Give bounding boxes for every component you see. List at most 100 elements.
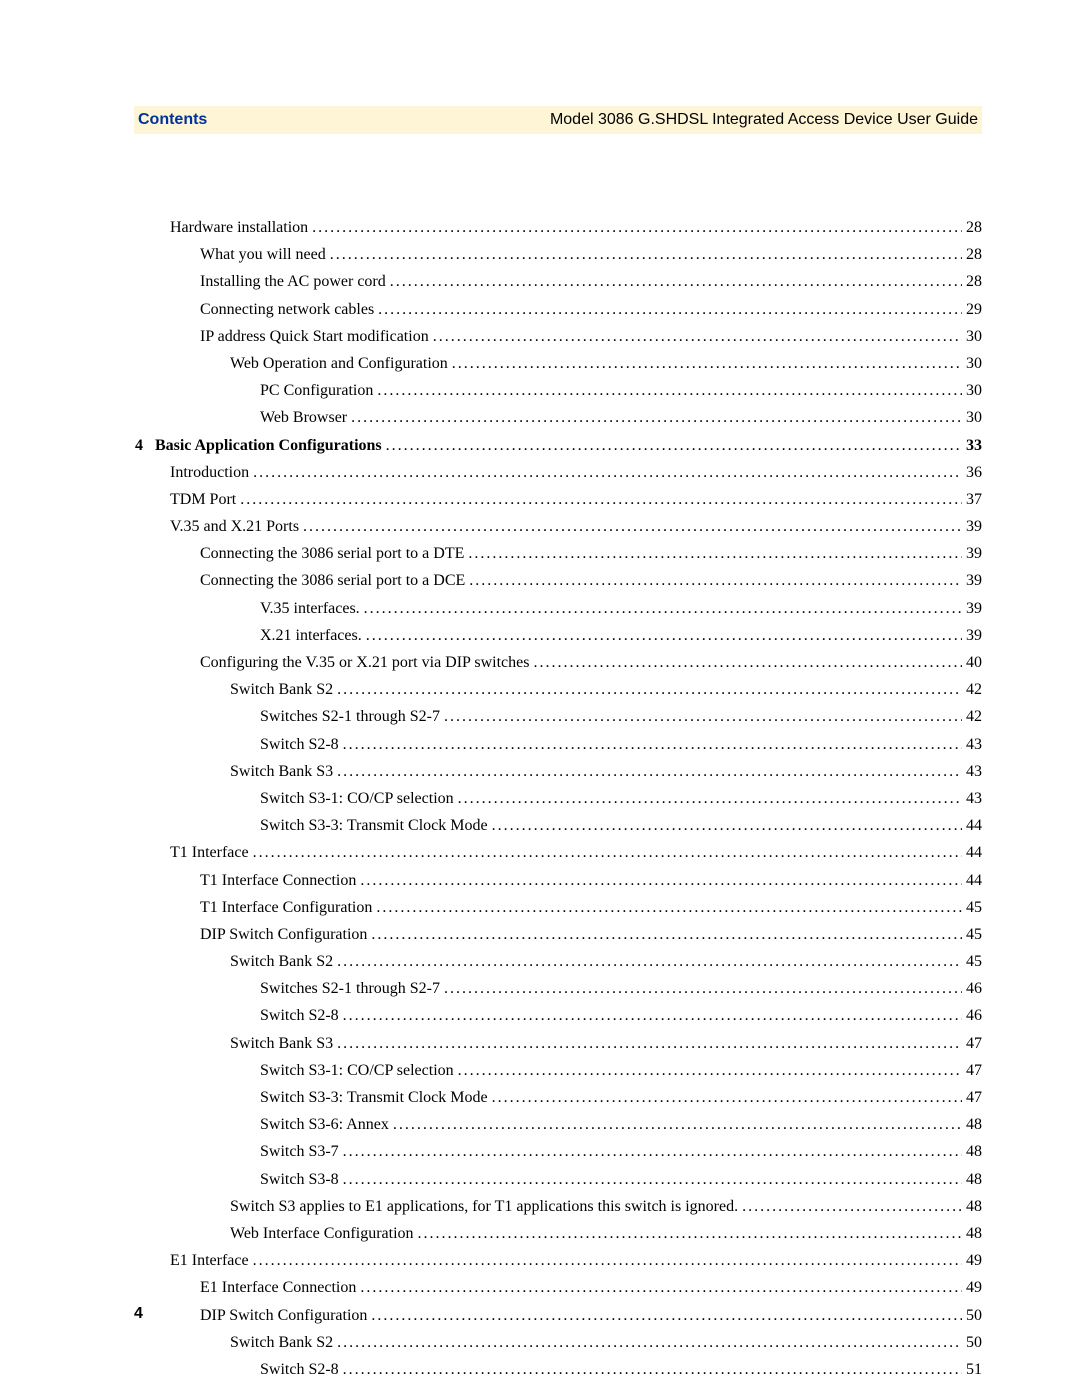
toc-entry-page: 50	[966, 1302, 982, 1329]
header-document-title: Model 3086 G.SHDSL Integrated Access Dev…	[550, 111, 978, 129]
toc-entry-page: 28	[966, 268, 982, 295]
toc-entry-page: 29	[966, 296, 982, 323]
toc-entry: Connecting the 3086 serial port to a DTE…	[134, 540, 982, 567]
toc-entry-title: Switch Bank S2	[230, 676, 333, 703]
toc-entry-title: Connecting the 3086 serial port to a DTE	[200, 540, 464, 567]
toc-entry: 4Basic Application Configurations 33	[134, 432, 982, 459]
toc-entry-title: Switch S2-8	[260, 1002, 339, 1029]
toc-leader-dots	[458, 785, 962, 812]
toc-entry: DIP Switch Configuration45	[134, 921, 982, 948]
toc-entry-title: Switch Bank S2	[230, 948, 333, 975]
toc-entry-title: Switch S3 applies to E1 applications, fo…	[230, 1193, 738, 1220]
toc-entry: Web Interface Configuration48	[134, 1220, 982, 1247]
toc-entry: What you will need28	[134, 241, 982, 268]
toc-entry: Switch S3-3: Transmit Clock Mode 47	[134, 1084, 982, 1111]
toc-entry-title: Introduction	[170, 459, 249, 486]
toc-entry-title: DIP Switch Configuration	[200, 921, 367, 948]
toc-leader-dots	[378, 296, 962, 323]
toc-entry-page: 44	[966, 867, 982, 894]
toc-entry-title: Switches S2-1 through S2-7	[260, 975, 440, 1002]
toc-entry-page: 45	[966, 894, 982, 921]
toc-entry: E1 Interface49	[134, 1247, 982, 1274]
toc-entry-title: T1 Interface	[170, 839, 249, 866]
toc-leader-dots	[377, 377, 962, 404]
toc-entry-title: Switch Bank S3	[230, 1030, 333, 1057]
toc-leader-dots	[337, 1329, 962, 1356]
toc-leader-dots	[343, 1356, 962, 1383]
toc-leader-dots	[468, 540, 962, 567]
toc-leader-dots	[337, 1030, 962, 1057]
toc-entry: T1 Interface Configuration 45	[134, 894, 982, 921]
toc-entry: E1 Interface Connection49	[134, 1274, 982, 1301]
toc-entry-page: 44	[966, 812, 982, 839]
toc-entry-page: 43	[966, 731, 982, 758]
toc-leader-dots	[492, 812, 962, 839]
toc-entry-title: V.35 interfaces.	[260, 595, 360, 622]
toc-leader-dots	[444, 703, 962, 730]
toc-entry-page: 51	[966, 1356, 982, 1383]
toc-leader-dots	[371, 921, 962, 948]
toc-entry-title: Switch S3-8	[260, 1166, 339, 1193]
toc-entry-title: Switch S3-3: Transmit Clock Mode	[260, 1084, 488, 1111]
toc-leader-dots	[253, 459, 962, 486]
toc-leader-dots	[240, 486, 962, 513]
toc-entry-title: Switch S3-7	[260, 1138, 339, 1165]
toc-entry: X.21 interfaces.39	[134, 622, 982, 649]
toc-leader-dots	[742, 1193, 962, 1220]
toc-entry-title: Connecting network cables	[200, 296, 374, 323]
toc-leader-dots	[390, 268, 962, 295]
toc-leader-dots	[444, 975, 962, 1002]
toc-entry-title: What you will need	[200, 241, 326, 268]
toc-entry-title: IP address Quick Start modification	[200, 323, 429, 350]
toc-leader-dots	[337, 758, 962, 785]
toc-entry: Switch S3-6: Annex48	[134, 1111, 982, 1138]
toc-entry-page: 39	[966, 513, 982, 540]
toc-entry: Web Operation and Configuration30	[134, 350, 982, 377]
toc-leader-dots	[376, 894, 962, 921]
toc-entry-title: PC Configuration	[260, 377, 373, 404]
toc-entry: V.35 interfaces. 39	[134, 595, 982, 622]
toc-entry: Switch S2-8 51	[134, 1356, 982, 1383]
toc-entry: IP address Quick Start modification 30	[134, 323, 982, 350]
toc-entry-page: 47	[966, 1084, 982, 1111]
toc-entry-page: 48	[966, 1111, 982, 1138]
toc-leader-dots	[343, 1138, 962, 1165]
toc-leader-dots	[393, 1111, 962, 1138]
toc-leader-dots	[386, 432, 962, 459]
toc-entry-page: 48	[966, 1138, 982, 1165]
toc-entry-page: 43	[966, 758, 982, 785]
toc-leader-dots	[371, 1302, 962, 1329]
toc-entry-title: Switch S2-8	[260, 731, 339, 758]
toc-entry-page: 45	[966, 948, 982, 975]
toc-entry: PC Configuration30	[134, 377, 982, 404]
toc-leader-dots	[330, 241, 962, 268]
toc-entry-title: Web Browser	[260, 404, 347, 431]
toc-entry-page: 46	[966, 975, 982, 1002]
toc-leader-dots	[433, 323, 962, 350]
toc-entry: Introduction36	[134, 459, 982, 486]
toc-entry-page: 49	[966, 1247, 982, 1274]
toc-entry-page: 30	[966, 323, 982, 350]
page-number: 4	[134, 1305, 143, 1323]
toc-entry-page: 40	[966, 649, 982, 676]
toc-entry-page: 44	[966, 839, 982, 866]
toc-entry-page: 39	[966, 595, 982, 622]
toc-entry-title: Switch S2-8	[260, 1356, 339, 1383]
toc-entry: Hardware installation28	[134, 214, 982, 241]
toc-entry-title: Hardware installation	[170, 214, 308, 241]
toc-leader-dots	[343, 1166, 962, 1193]
toc-entry-title: T1 Interface Configuration	[200, 894, 372, 921]
toc-leader-dots	[469, 567, 962, 594]
toc-leader-dots	[337, 676, 962, 703]
header-bar: Contents Model 3086 G.SHDSL Integrated A…	[134, 106, 982, 134]
toc-entry-page: 33	[966, 432, 982, 459]
toc-leader-dots	[360, 867, 962, 894]
toc-leader-dots	[312, 214, 962, 241]
toc-entry: DIP Switch Configuration50	[134, 1302, 982, 1329]
toc-entry-title: Switch S3-1: CO/CP selection	[260, 785, 454, 812]
toc-entry-title: X.21 interfaces.	[260, 622, 362, 649]
toc-entry: Connecting network cables 29	[134, 296, 982, 323]
toc-entry: T1 Interface Connection44	[134, 867, 982, 894]
toc-entry-title: Web Interface Configuration	[230, 1220, 414, 1247]
toc-entry-page: 47	[966, 1030, 982, 1057]
